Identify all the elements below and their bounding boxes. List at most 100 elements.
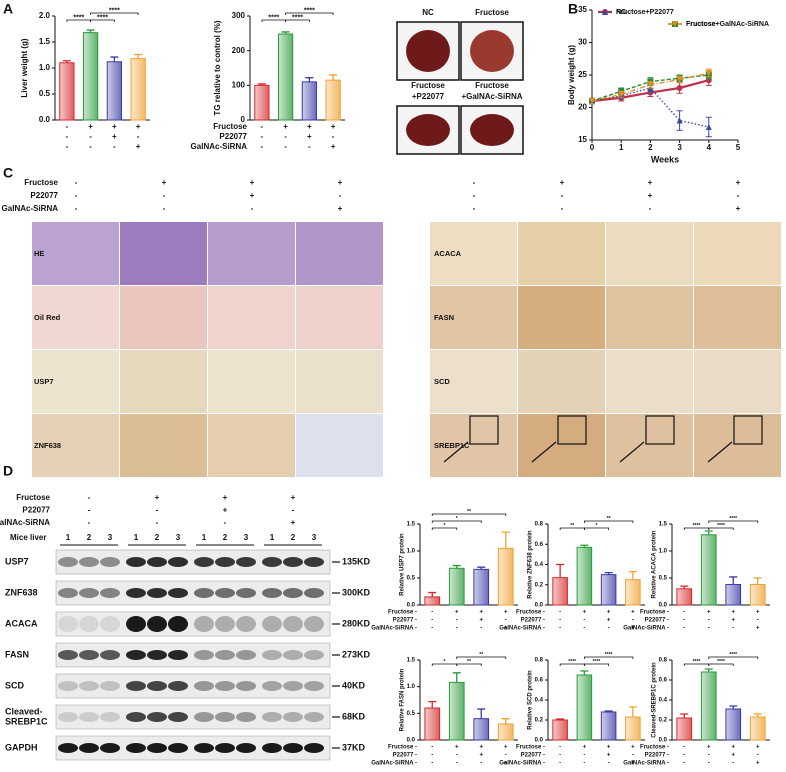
significance-bracket — [708, 527, 734, 530]
micrograph — [606, 350, 693, 413]
micrograph — [32, 414, 119, 477]
condition-sign: + — [155, 493, 160, 502]
blot-band — [58, 743, 78, 753]
row-label: SREBP1C — [434, 441, 470, 450]
y-tick-label: 0.4 — [535, 698, 544, 704]
point — [705, 70, 712, 77]
blot-band — [147, 557, 167, 567]
condition-sign: + — [331, 142, 336, 151]
condition-sign: + — [756, 761, 760, 767]
blot-band — [194, 650, 214, 660]
condition-sign: - — [708, 761, 710, 767]
condition-sign: + — [560, 178, 565, 187]
panel-label: D — [3, 463, 13, 479]
error-bar — [257, 83, 266, 86]
condition-sign: - — [583, 626, 585, 632]
condition-sign: - — [561, 191, 564, 200]
condition-sign: + — [479, 610, 483, 616]
significance-label: **** — [73, 14, 84, 21]
condition-sign: + — [291, 493, 296, 502]
y-tick-label: 0.8 — [659, 658, 668, 664]
panel-label: B — [568, 1, 578, 17]
y-tick-label: 0.6 — [535, 542, 544, 548]
protein-label: Cleaved- — [5, 706, 43, 716]
condition-sign: - — [683, 753, 685, 759]
x-tick-label: 3 — [677, 143, 682, 152]
micrograph — [32, 286, 119, 349]
bar — [497, 547, 514, 606]
condition-sign: + — [731, 745, 735, 751]
x-axis-label: Weeks — [651, 154, 679, 164]
condition-sign: + — [504, 745, 508, 751]
blot-band — [236, 557, 256, 567]
condition-sign: - — [559, 626, 561, 632]
y-axis-label: Cleaved-SREBP1C protein — [652, 662, 658, 738]
micrograph — [296, 286, 383, 349]
significance-bracket — [583, 656, 634, 659]
condition-sign: + — [607, 618, 611, 624]
condition-label: P22077 - — [393, 618, 417, 624]
condition-sign: + — [455, 610, 459, 616]
point — [705, 124, 712, 130]
significance-label: ** — [467, 659, 471, 665]
y-tick-label: 0.2 — [535, 582, 544, 588]
y-tick-label: 1.0 — [407, 684, 416, 690]
condition-sign: - — [683, 745, 685, 751]
condition-sign: - — [261, 132, 264, 141]
zoom-box — [733, 415, 763, 445]
condition-label: GalNAc-SiRNA - — [623, 626, 669, 632]
micrograph — [518, 222, 605, 285]
blot-strip — [55, 673, 331, 699]
y-tick-label: 0.0 — [535, 738, 544, 744]
micrograph — [606, 286, 693, 349]
bar — [700, 671, 717, 741]
micrograph — [606, 222, 693, 285]
condition-sign: - — [66, 132, 69, 141]
panel-label: A — [3, 1, 13, 17]
row-label: FASN — [434, 313, 454, 322]
significance-label: * — [456, 516, 458, 522]
error-bar — [680, 585, 689, 589]
condition-sign: + — [283, 122, 288, 131]
y-tick-label: 0.0 — [659, 603, 668, 609]
error-bar — [305, 77, 314, 82]
bar — [749, 716, 766, 741]
protein-label: USP7 — [5, 556, 29, 566]
condition-sign: - — [75, 178, 78, 187]
blot-band — [194, 588, 214, 598]
significance-bracket — [583, 527, 610, 530]
micrograph — [518, 286, 605, 349]
condition-sign: + — [631, 745, 635, 751]
blot-band — [58, 588, 78, 598]
y-tick-label: 1.0 — [407, 549, 416, 555]
condition-sign: - — [75, 204, 78, 213]
micrograph — [518, 414, 605, 477]
condition-label: Fructose — [16, 493, 50, 502]
error-bar — [556, 718, 565, 720]
row-label: USP7 — [34, 377, 54, 386]
condition-sign: - — [757, 618, 759, 624]
bar — [576, 674, 593, 741]
blot-band — [283, 681, 303, 691]
bar — [600, 711, 617, 741]
condition-sign: - — [89, 132, 92, 141]
blot-band — [283, 650, 303, 660]
blot-band — [168, 712, 188, 722]
blot-band — [262, 650, 282, 660]
y-tick-label: 0.0 — [407, 603, 416, 609]
blot-strip — [55, 704, 331, 730]
blot-band — [215, 588, 235, 598]
condition-sign: + — [223, 506, 228, 515]
significance-label: **** — [717, 523, 725, 529]
condition-label: P22077 — [219, 132, 247, 141]
row-label: Oil Red — [34, 313, 61, 322]
condition-label: P22077 — [30, 191, 58, 200]
y-tick-label: 0.8 — [535, 522, 544, 528]
y-tick-label: 300 — [232, 11, 246, 20]
condition-sign: + — [479, 745, 483, 751]
condition-sign: + — [162, 178, 167, 187]
blot-band — [215, 557, 235, 567]
panel-label: C — [3, 165, 13, 181]
micrograph — [120, 222, 207, 285]
significance-label: **** — [304, 7, 315, 14]
